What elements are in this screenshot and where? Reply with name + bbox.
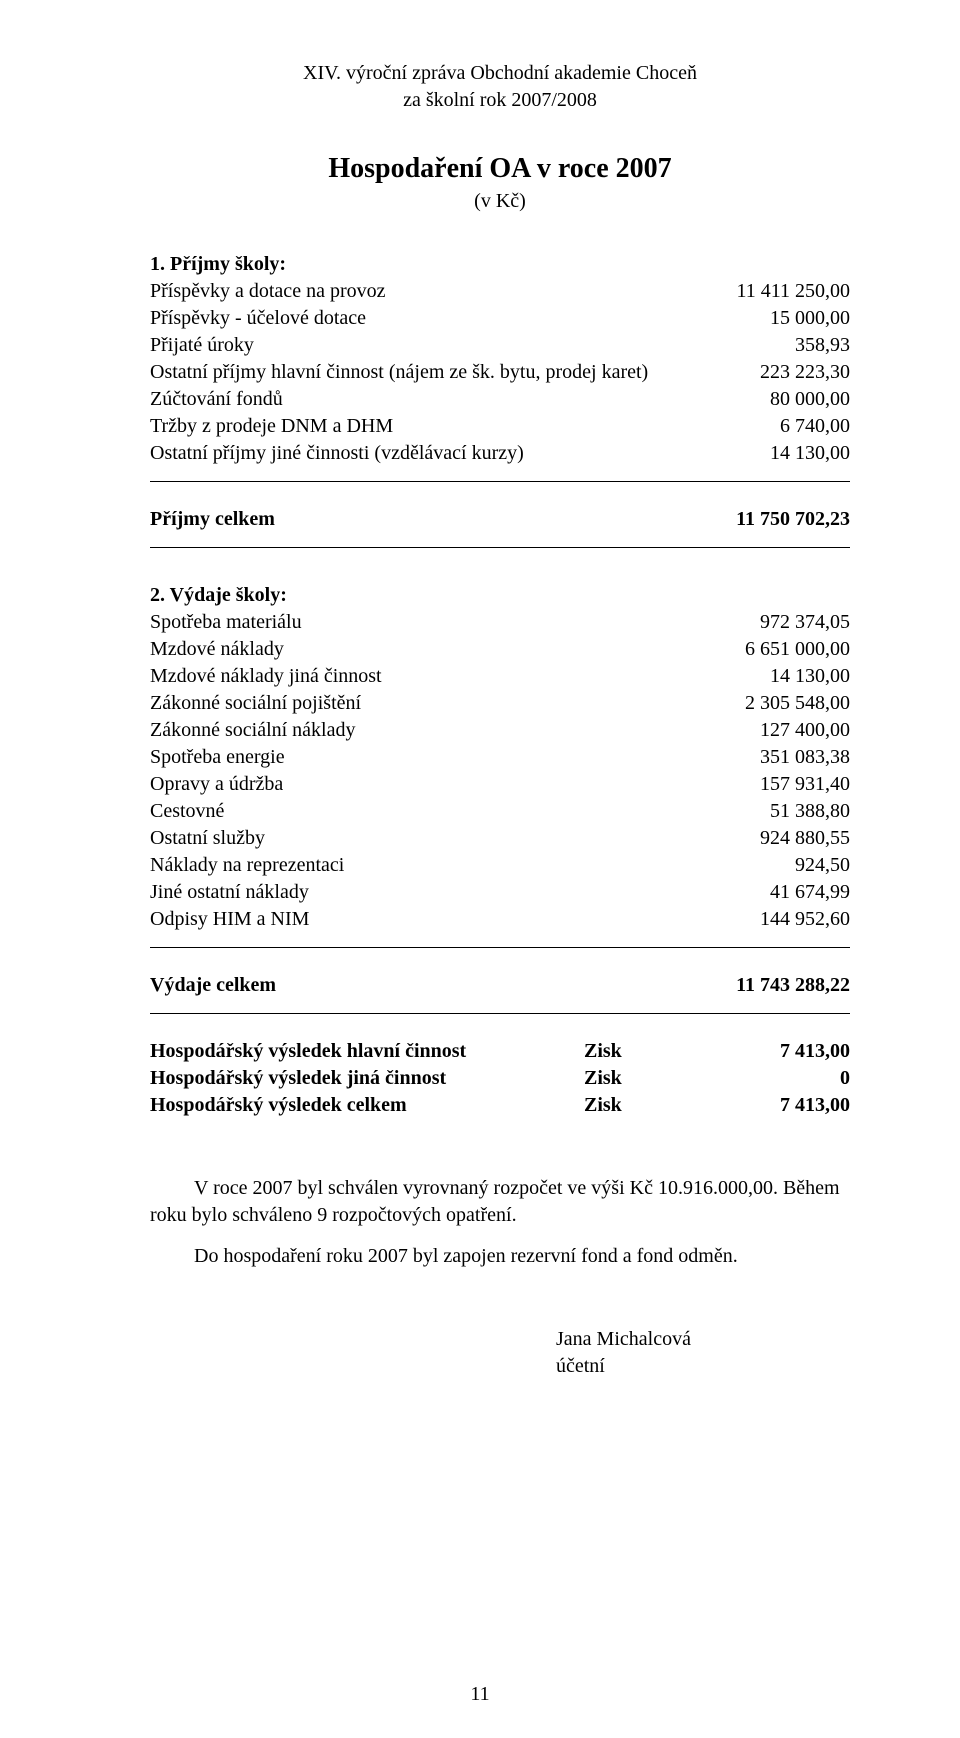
expense-value: 972 374,05 — [760, 609, 850, 636]
expense-label: Náklady na reprezentaci — [150, 852, 795, 879]
income-value: 15 000,00 — [770, 305, 850, 332]
result-label: Hospodářský výsledek celkem — [150, 1092, 584, 1119]
expense-label: Cestovné — [150, 798, 770, 825]
expense-row: Mzdové náklady jiná činnost 14 130,00 — [150, 663, 850, 690]
expense-label: Zákonné sociální pojištění — [150, 690, 745, 717]
result-label: Hospodářský výsledek jiná činnost — [150, 1065, 584, 1092]
page-number: 11 — [0, 1681, 960, 1708]
expense-value: 14 130,00 — [770, 663, 850, 690]
result-value: 7 413,00 — [682, 1092, 850, 1119]
income-value: 11 411 250,00 — [736, 278, 850, 305]
expense-label: Zákonné sociální náklady — [150, 717, 760, 744]
expense-row: Ostatní služby 924 880,55 — [150, 825, 850, 852]
expense-label: Mzdové náklady — [150, 636, 745, 663]
expense-value: 157 931,40 — [760, 771, 850, 798]
expense-value: 51 388,80 — [770, 798, 850, 825]
header-line-1: XIV. výroční zpráva Obchodní akademie Ch… — [150, 60, 850, 87]
expense-row: Mzdové náklady 6 651 000,00 — [150, 636, 850, 663]
spacer — [150, 496, 850, 506]
expense-label: Spotřeba energie — [150, 744, 760, 771]
signature-block: Jana Michalcová účetní — [556, 1326, 850, 1380]
income-value: 358,93 — [795, 332, 850, 359]
expenses-total-value: 11 743 288,22 — [736, 972, 850, 999]
income-label: Přijaté úroky — [150, 332, 795, 359]
expense-value: 41 674,99 — [770, 879, 850, 906]
expense-row: Spotřeba materiálu 972 374,05 — [150, 609, 850, 636]
income-row: Tržby z prodeje DNM a DHM 6 740,00 — [150, 413, 850, 440]
income-row: Příspěvky - účelové dotace 15 000,00 — [150, 305, 850, 332]
result-row: Hospodářský výsledek hlavní činnost Zisk… — [150, 1038, 850, 1065]
income-row: Ostatní příjmy jiné činnosti (vzdělávací… — [150, 440, 850, 467]
result-mid: Zisk — [584, 1092, 682, 1119]
expense-value: 351 083,38 — [760, 744, 850, 771]
expense-value: 924 880,55 — [760, 825, 850, 852]
result-row: Hospodářský výsledek jiná činnost Zisk 0 — [150, 1065, 850, 1092]
divider — [150, 947, 850, 948]
expense-label: Mzdové náklady jiná činnost — [150, 663, 770, 690]
income-label: Příspěvky a dotace na provoz — [150, 278, 736, 305]
income-total-row: Příjmy celkem 11 750 702,23 — [150, 506, 850, 533]
expense-row: Odpisy HIM a NIM 144 952,60 — [150, 906, 850, 933]
income-row: Přijaté úroky 358,93 — [150, 332, 850, 359]
expense-value: 6 651 000,00 — [745, 636, 850, 663]
expense-label: Odpisy HIM a NIM — [150, 906, 760, 933]
divider — [150, 547, 850, 548]
divider — [150, 481, 850, 482]
title-sub: (v Kč) — [150, 188, 850, 215]
title-block: Hospodaření OA v roce 2007 (v Kč) — [150, 150, 850, 215]
income-row: Příspěvky a dotace na provoz 11 411 250,… — [150, 278, 850, 305]
income-value: 14 130,00 — [770, 440, 850, 467]
income-heading: 1. Příjmy školy: — [150, 251, 850, 278]
signature-role: účetní — [556, 1353, 850, 1380]
result-row: Hospodářský výsledek celkem Zisk 7 413,0… — [150, 1092, 850, 1119]
expenses-heading: 2. Výdaje školy: — [150, 582, 850, 609]
expense-label: Spotřeba materiálu — [150, 609, 760, 636]
income-total-label: Příjmy celkem — [150, 506, 736, 533]
income-label: Tržby z prodeje DNM a DHM — [150, 413, 780, 440]
income-label: Zúčtování fondů — [150, 386, 770, 413]
income-total-value: 11 750 702,23 — [736, 506, 850, 533]
document-page: XIV. výroční zpráva Obchodní akademie Ch… — [0, 0, 960, 1738]
income-value: 6 740,00 — [780, 413, 850, 440]
expense-row: Zákonné sociální náklady 127 400,00 — [150, 717, 850, 744]
result-value: 0 — [682, 1065, 850, 1092]
spacer — [150, 1028, 850, 1038]
expense-row: Náklady na reprezentaci 924,50 — [150, 852, 850, 879]
income-label: Ostatní příjmy hlavní činnost (nájem ze … — [150, 359, 760, 386]
divider — [150, 1013, 850, 1014]
spacer — [150, 962, 850, 972]
expense-value: 144 952,60 — [760, 906, 850, 933]
income-row: Zúčtování fondů 80 000,00 — [150, 386, 850, 413]
income-label: Příspěvky - účelové dotace — [150, 305, 770, 332]
paragraph-1: V roce 2007 byl schválen vyrovnaný rozpo… — [150, 1175, 850, 1229]
expense-row: Spotřeba energie 351 083,38 — [150, 744, 850, 771]
expense-row: Zákonné sociální pojištění 2 305 548,00 — [150, 690, 850, 717]
expense-row: Jiné ostatní náklady 41 674,99 — [150, 879, 850, 906]
spacer — [150, 1119, 850, 1175]
expenses-total-row: Výdaje celkem 11 743 288,22 — [150, 972, 850, 999]
result-label: Hospodářský výsledek hlavní činnost — [150, 1038, 584, 1065]
expense-value: 2 305 548,00 — [745, 690, 850, 717]
expense-value: 924,50 — [795, 852, 850, 879]
expenses-total-label: Výdaje celkem — [150, 972, 736, 999]
expense-row: Opravy a údržba 157 931,40 — [150, 771, 850, 798]
expense-row: Cestovné 51 388,80 — [150, 798, 850, 825]
expense-value: 127 400,00 — [760, 717, 850, 744]
header-line-2: za školní rok 2007/2008 — [150, 87, 850, 114]
expense-label: Opravy a údržba — [150, 771, 760, 798]
income-row: Ostatní příjmy hlavní činnost (nájem ze … — [150, 359, 850, 386]
result-value: 7 413,00 — [682, 1038, 850, 1065]
result-mid: Zisk — [584, 1065, 682, 1092]
signature-name: Jana Michalcová — [556, 1326, 850, 1353]
report-header: XIV. výroční zpráva Obchodní akademie Ch… — [150, 60, 850, 114]
title-main: Hospodaření OA v roce 2007 — [150, 150, 850, 188]
income-label: Ostatní příjmy jiné činnosti (vzdělávací… — [150, 440, 770, 467]
expense-label: Ostatní služby — [150, 825, 760, 852]
expense-label: Jiné ostatní náklady — [150, 879, 770, 906]
income-value: 80 000,00 — [770, 386, 850, 413]
paragraph-2: Do hospodaření roku 2007 byl zapojen rez… — [150, 1243, 850, 1270]
result-mid: Zisk — [584, 1038, 682, 1065]
spacer — [150, 562, 850, 572]
income-value: 223 223,30 — [760, 359, 850, 386]
